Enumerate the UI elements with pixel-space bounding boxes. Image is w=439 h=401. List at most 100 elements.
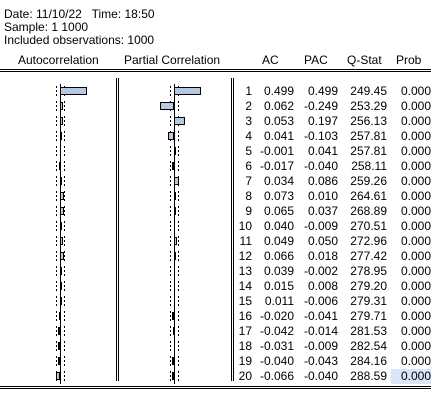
pac-bar — [172, 357, 174, 365]
prob-cell[interactable]: 0.000 — [400, 204, 431, 218]
pac-confidence-bound-right — [178, 161, 179, 172]
ac-bar — [60, 177, 62, 185]
pac-confidence-bound-left — [170, 176, 171, 187]
table-row[interactable]: 8 0.073 0.010 264.61 0.000 — [0, 189, 439, 204]
lag-cell: 15 — [238, 294, 252, 308]
table-row[interactable]: 3 0.053 0.197 256.13 0.000 — [0, 114, 439, 129]
pac-cell: -0.009 — [303, 219, 338, 233]
pac-confidence-bound-right — [178, 191, 179, 202]
ac-cell: 0.034 — [263, 174, 294, 188]
header-observations: Included observations: 1000 — [4, 33, 155, 47]
ac-confidence-bound-right — [64, 161, 65, 172]
pac-confidence-bound-right — [178, 101, 179, 112]
ac-confidence-bound-right — [64, 266, 65, 277]
prob-cell[interactable]: 0.000 — [400, 84, 431, 98]
prob-cell[interactable]: 0.000 — [400, 279, 431, 293]
prob-cell[interactable]: 0.000 — [400, 339, 431, 353]
table-row[interactable]: 7 0.034 0.086 259.26 0.000 — [0, 174, 439, 189]
pac-zero-axis — [174, 309, 175, 324]
table-row[interactable]: 20 -0.066 -0.040 288.59 0.000 — [0, 369, 439, 384]
table-row[interactable]: 17 -0.042 -0.014 281.53 0.000 — [0, 324, 439, 339]
lag-cell: 4 — [245, 129, 252, 143]
prob-cell[interactable]: 0.000 — [400, 234, 431, 248]
lag-cell: 14 — [238, 279, 252, 293]
ac-cell: -0.020 — [259, 309, 294, 323]
prob-cell[interactable]: 0.000 — [400, 219, 431, 233]
prob-cell[interactable]: 0.000 — [400, 189, 431, 203]
pac-cell: 0.037 — [307, 204, 338, 218]
pac-confidence-bound-right — [178, 146, 179, 157]
ac-bar — [59, 312, 61, 320]
col-header-qstat: Q-Stat — [347, 53, 382, 67]
ac-confidence-bound-left — [56, 116, 57, 127]
pac-cell: -0.009 — [303, 339, 338, 353]
ac-bar — [60, 282, 62, 290]
pac-confidence-bound-left — [170, 281, 171, 292]
pac-cell: 0.010 — [307, 189, 338, 203]
pac-confidence-bound-right — [178, 326, 179, 337]
qstat-cell: 256.13 — [350, 114, 387, 128]
pac-cell: 0.499 — [307, 84, 338, 98]
prob-cell[interactable]: 0.000 — [400, 129, 431, 143]
pac-cell: -0.041 — [303, 309, 338, 323]
ac-cell: -0.031 — [259, 339, 294, 353]
ac-bar — [58, 357, 60, 365]
table-row[interactable]: 15 0.011 -0.006 279.31 0.000 — [0, 294, 439, 309]
divider-mid-2 — [233, 78, 234, 381]
table-row[interactable]: 18 -0.031 -0.009 282.54 0.000 — [0, 339, 439, 354]
pac-zero-axis — [174, 99, 175, 114]
table-row[interactable]: 10 0.040 -0.009 270.51 0.000 — [0, 219, 439, 234]
lag-cell: 8 — [245, 189, 252, 203]
prob-cell[interactable]: 0.000 — [400, 114, 431, 128]
table-row[interactable]: 11 0.049 0.050 272.96 0.000 — [0, 234, 439, 249]
table-row[interactable]: 6 -0.017 -0.040 258.11 0.000 — [0, 159, 439, 174]
ac-bar — [58, 327, 60, 335]
table-row[interactable]: 12 0.066 0.018 277.42 0.000 — [0, 249, 439, 264]
prob-cell[interactable]: 0.000 — [400, 264, 431, 278]
ac-cell: -0.042 — [259, 324, 294, 338]
pac-confidence-bound-right — [178, 236, 179, 247]
pac-confidence-bound-left — [170, 221, 171, 232]
ac-confidence-bound-right — [64, 101, 65, 112]
pac-confidence-bound-right — [178, 281, 179, 292]
divider-left-1 — [116, 78, 117, 381]
table-row[interactable]: 1 0.499 0.499 249.45 0.000 — [0, 84, 439, 99]
pac-confidence-bound-left — [170, 341, 171, 352]
prob-cell[interactable]: 0.000 — [400, 354, 431, 368]
lag-cell: 11 — [239, 234, 252, 248]
ac-cell: 0.039 — [263, 264, 294, 278]
table-row[interactable]: 16 -0.020 -0.041 279.71 0.000 — [0, 309, 439, 324]
table-row[interactable]: 14 0.015 0.008 279.20 0.000 — [0, 279, 439, 294]
table-row[interactable]: 9 0.065 0.037 268.89 0.000 — [0, 204, 439, 219]
ac-cell: 0.053 — [263, 114, 294, 128]
prob-cell[interactable]: 0.000 — [400, 99, 431, 113]
ac-zero-axis — [60, 354, 61, 369]
pac-cell: 0.018 — [307, 249, 338, 263]
ac-cell: -0.040 — [259, 354, 294, 368]
prob-cell[interactable]: 0.000 — [400, 249, 431, 263]
ac-cell: 0.499 — [263, 84, 294, 98]
table-row[interactable]: 19 -0.040 -0.043 284.16 0.000 — [0, 354, 439, 369]
pac-confidence-bound-left — [170, 206, 171, 217]
prob-cell[interactable]: 0.000 — [400, 309, 431, 323]
pac-confidence-bound-right — [178, 131, 179, 142]
pac-cell: 0.041 — [307, 144, 338, 158]
qstat-cell: 277.42 — [350, 249, 387, 263]
prob-cell[interactable]: 0.000 — [400, 144, 431, 158]
ac-zero-axis — [60, 339, 61, 354]
table-row[interactable]: 13 0.039 -0.002 278.95 0.000 — [0, 264, 439, 279]
pac-confidence-bound-left — [170, 356, 171, 367]
prob-cell[interactable]: 0.000 — [400, 174, 431, 188]
ac-confidence-bound-left — [56, 281, 57, 292]
lag-cell: 12 — [238, 249, 252, 263]
prob-cell[interactable]: 0.000 — [400, 159, 431, 173]
prob-cell[interactable]: 0.000 — [400, 324, 431, 338]
table-row[interactable]: 5 -0.001 0.041 257.81 0.000 — [0, 144, 439, 159]
prob-cell[interactable]: 0.000 — [391, 369, 431, 384]
ac-bar — [60, 267, 62, 275]
qstat-cell: 281.53 — [350, 324, 387, 338]
ac-confidence-bound-right — [64, 356, 65, 367]
table-row[interactable]: 2 0.062 -0.249 253.29 0.000 — [0, 99, 439, 114]
table-row[interactable]: 4 0.041 -0.103 257.81 0.000 — [0, 129, 439, 144]
prob-cell[interactable]: 0.000 — [400, 294, 431, 308]
